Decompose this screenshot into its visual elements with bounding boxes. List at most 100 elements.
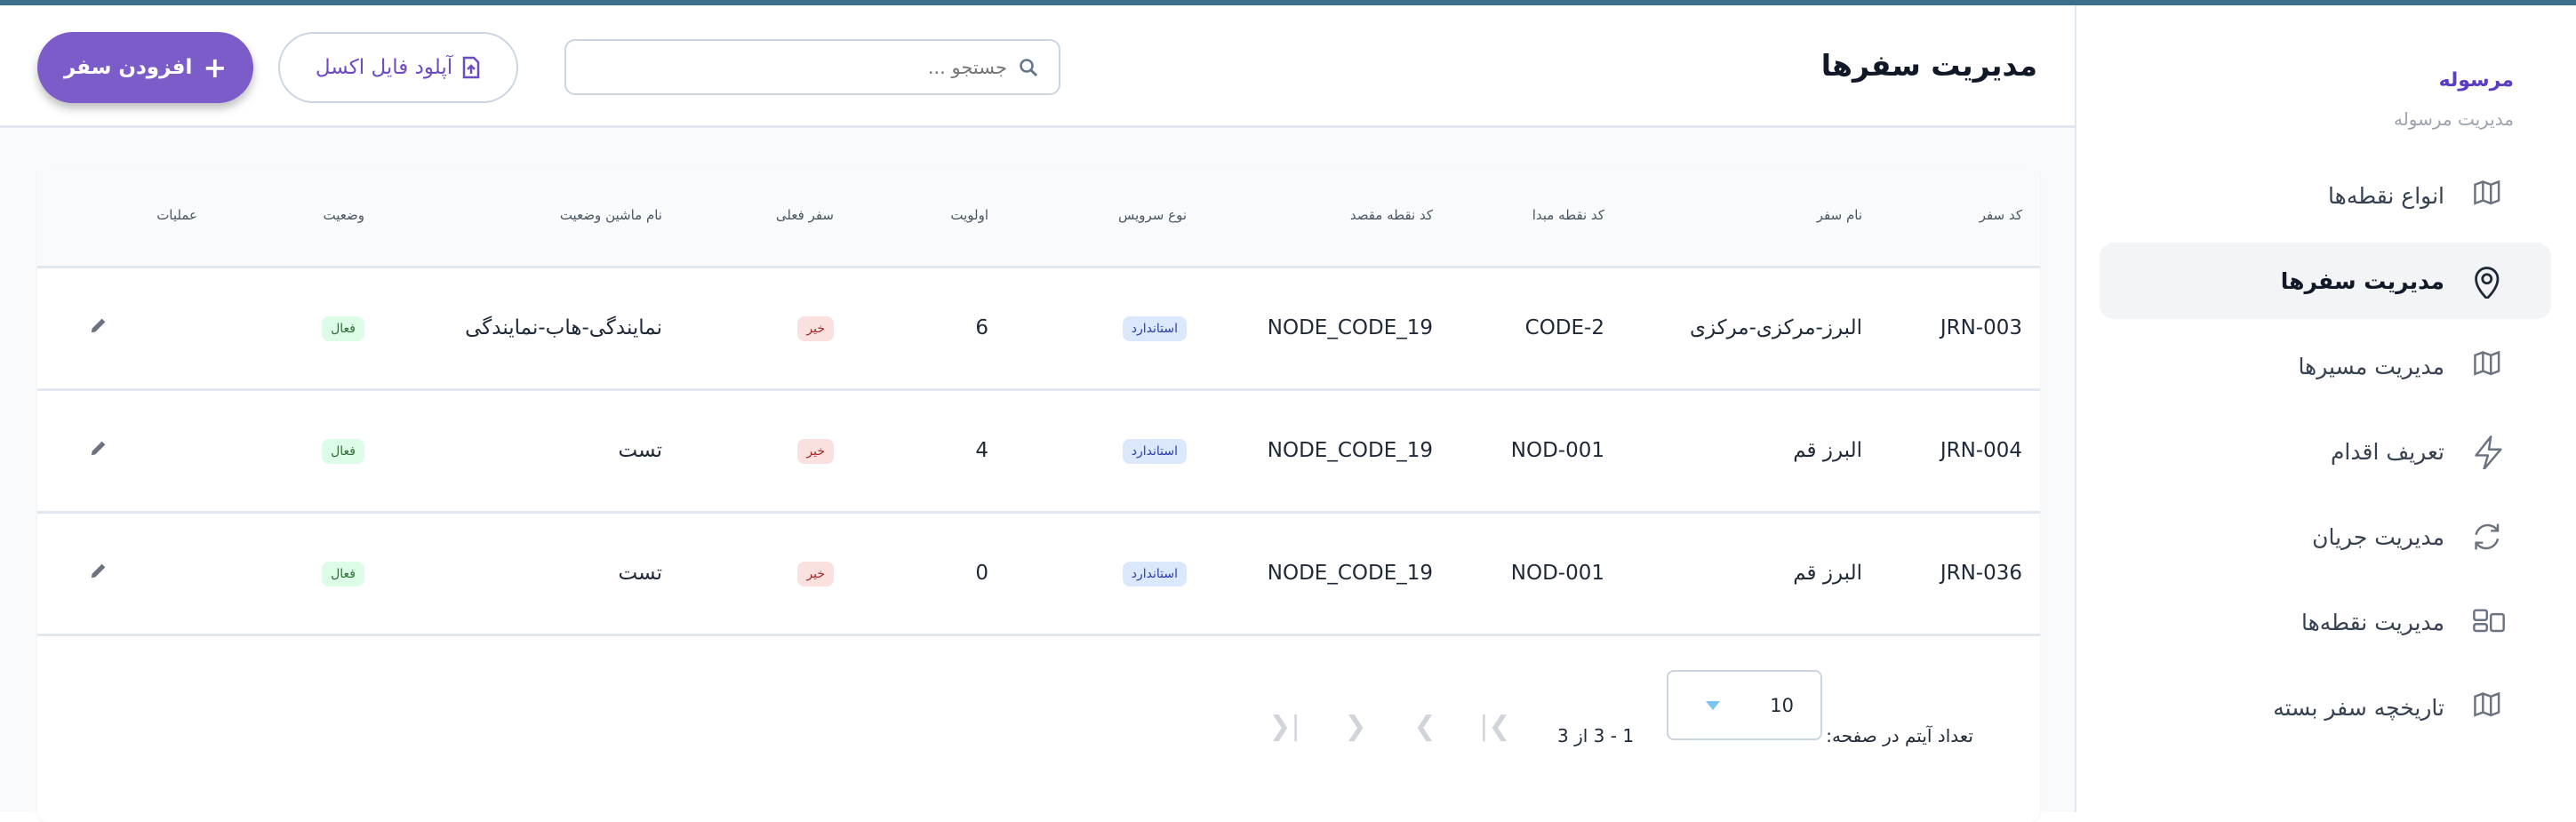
table-row[interactable]: JRN-003 البرز-مرکزی-مرکزی CODE-2 NODE_CO… <box>37 267 2040 391</box>
map-icon <box>2474 691 2500 717</box>
sidebar-item-label: تعریف اقدام <box>2330 438 2444 465</box>
sidebar-item-label: مدیریت نقطه‌ها <box>2300 609 2444 635</box>
col-header[interactable]: کد نقطه مبدا <box>1451 164 1622 268</box>
col-header[interactable]: وضعیت <box>215 164 382 268</box>
first-page-button[interactable]: |❮ <box>1267 708 1302 744</box>
priority: 0 <box>852 512 1006 636</box>
col-header[interactable]: نوع سرویس <box>1006 164 1204 268</box>
sidebar-item-label: انواع نقطه‌ها <box>2328 182 2444 209</box>
col-header[interactable]: نام سفر <box>1622 164 1880 268</box>
plus-icon: + <box>203 51 228 84</box>
sidebar-item-label: تاریخچه سفر بسته <box>2273 694 2444 721</box>
col-header[interactable]: اولویت <box>852 164 1006 268</box>
col-header[interactable]: نام ماشین وضعیت <box>382 164 680 268</box>
machine-status-name: تست <box>382 512 680 636</box>
search-icon <box>1020 58 1037 76</box>
map-icon <box>2474 350 2500 376</box>
table-header-row: کد سفر نام سفر کد نقطه مبدا کد نقطه مقصد… <box>37 164 2040 268</box>
refresh-icon <box>2475 523 2500 550</box>
sidebar-item-label: مدیریت جریان <box>2312 523 2444 550</box>
origin-code: NOD-001 <box>1451 512 1622 636</box>
main-area: مدیریت سفرها آپلود فایل اکسل + افزودن سف… <box>0 5 2076 822</box>
page-range: 1 - 3 از 3 <box>1557 725 1635 746</box>
current-trip-badge: خیر <box>797 316 834 341</box>
pencil-icon <box>91 441 106 456</box>
dest-code: NODE_CODE_19 <box>1204 267 1451 391</box>
search-input[interactable] <box>598 56 1007 78</box>
per-page-value: 10 <box>1770 694 1794 716</box>
trip-code: JRN-036 <box>1880 512 2040 636</box>
search-box[interactable] <box>564 39 1060 95</box>
add-trip-button[interactable]: + افزودن سفر <box>37 32 253 103</box>
sidebar-item[interactable]: مدیریت نقطه‌ها <box>2100 584 2551 660</box>
sidebar-item[interactable]: مدیریت جریان <box>2100 499 2551 575</box>
edit-button[interactable] <box>89 561 108 586</box>
caret-down-icon <box>1706 700 1720 710</box>
map-icon <box>2474 180 2500 205</box>
sidebar-item[interactable]: مدیریت سفرها <box>2100 243 2551 319</box>
origin-code: NOD-001 <box>1451 389 1622 514</box>
machine-status-name: نمایندگی-هاب-نمایندگی <box>382 267 680 391</box>
sidebar-subtitle: مدیریت مرسوله <box>2393 108 2514 130</box>
chevron-right-icon: ❯ <box>1413 710 1436 742</box>
first-page-icon: |❮ <box>1268 710 1300 742</box>
upload-excel-button[interactable]: آپلود فایل اکسل <box>278 32 518 103</box>
service-type-badge: استاندارد <box>1122 439 1187 464</box>
col-header[interactable]: کد سفر <box>1880 164 2040 268</box>
per-page-label: تعداد آیتم در صفحه: <box>1826 725 1973 746</box>
next-page-button[interactable]: ❯ <box>1407 708 1443 744</box>
col-header[interactable]: کد نقطه مقصد <box>1204 164 1451 268</box>
sidebar-title: مرسوله <box>2438 69 2514 92</box>
page-header: مدیریت سفرها آپلود فایل اکسل + افزودن سف… <box>0 5 2075 128</box>
col-header[interactable]: سفر فعلی <box>680 164 852 268</box>
lightning-icon <box>2475 435 2502 469</box>
chevron-left-icon: ❮ <box>1344 710 1367 742</box>
last-page-icon: ❯| <box>1479 710 1511 742</box>
last-page-button[interactable]: ❯| <box>1477 708 1513 744</box>
trip-name: البرز قم <box>1622 512 1880 636</box>
map-pin-icon <box>2475 267 2500 299</box>
service-type-badge: استاندارد <box>1122 562 1187 587</box>
machine-status-name: تست <box>382 389 680 514</box>
trips-table: کد سفر نام سفر کد نقطه مبدا کد نقطه مقصد… <box>37 164 2040 636</box>
page-title: مدیریت سفرها <box>1820 48 2037 83</box>
sidebar-item[interactable]: انواع نقطه‌ها <box>2100 157 2551 234</box>
top-stripe <box>0 0 2576 5</box>
edit-button[interactable] <box>89 438 108 463</box>
status-badge: فعال <box>322 316 364 341</box>
per-page-select[interactable]: 10 <box>1667 670 1822 740</box>
pencil-icon <box>91 318 106 333</box>
layout-icon <box>2473 609 2505 633</box>
trip-name: البرز-مرکزی-مرکزی <box>1622 267 1880 391</box>
trip-code: JRN-004 <box>1880 389 2040 514</box>
upload-label: آپلود فایل اکسل <box>315 56 453 79</box>
sidebar-item[interactable]: مدیریت مسیرها <box>2100 328 2551 404</box>
trip-name: البرز قم <box>1622 389 1880 514</box>
current-trip-badge: خیر <box>797 562 834 587</box>
prev-page-button[interactable]: ❮ <box>1338 708 1373 744</box>
file-upload-icon <box>462 56 480 79</box>
sidebar-item[interactable]: تاریخچه سفر بسته <box>2100 669 2551 746</box>
service-type-badge: استاندارد <box>1122 316 1187 341</box>
pagination: تعداد آیتم در صفحه: 10 1 - 3 از 3 ❯| ❯ ❮… <box>37 660 2040 794</box>
edit-button[interactable] <box>89 315 108 340</box>
sidebar: مرسوله مدیریت مرسوله انواع نقطه‌ها مدیری… <box>2078 5 2576 812</box>
priority: 4 <box>852 389 1006 514</box>
priority: 6 <box>852 267 1006 391</box>
trip-code: JRN-003 <box>1880 267 2040 391</box>
dest-code: NODE_CODE_19 <box>1204 389 1451 514</box>
sidebar-item-label: مدیریت مسیرها <box>2298 353 2444 379</box>
status-badge: فعال <box>322 439 364 464</box>
trips-table-card: کد سفر نام سفر کد نقطه مبدا کد نقطه مقصد… <box>37 164 2040 822</box>
dest-code: NODE_CODE_19 <box>1204 512 1451 636</box>
col-header: عملیات <box>37 164 215 268</box>
current-trip-badge: خیر <box>797 439 834 464</box>
origin-code: CODE-2 <box>1451 267 1622 391</box>
table-row[interactable]: JRN-036 البرز قم NOD-001 NODE_CODE_19 اس… <box>37 512 2040 636</box>
pencil-icon <box>91 563 106 579</box>
table-row[interactable]: JRN-004 البرز قم NOD-001 NODE_CODE_19 اس… <box>37 389 2040 514</box>
status-badge: فعال <box>322 562 364 587</box>
add-label: افزودن سفر <box>63 56 193 79</box>
sidebar-item-label: مدیریت سفرها <box>2280 267 2444 294</box>
sidebar-item[interactable]: تعریف اقدام <box>2100 413 2551 490</box>
